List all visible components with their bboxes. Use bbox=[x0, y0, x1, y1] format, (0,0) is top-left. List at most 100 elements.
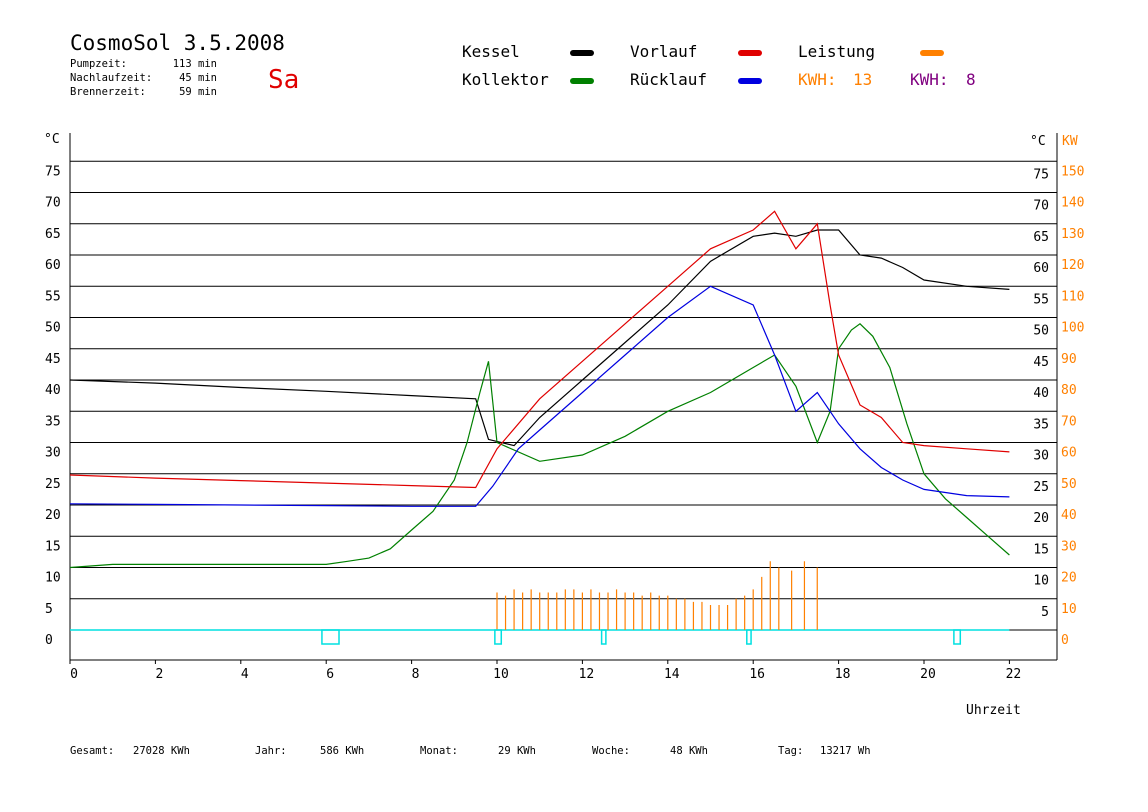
pump-marker bbox=[953, 629, 962, 645]
footer-label: Woche: bbox=[592, 745, 630, 757]
kwh-value: 8 bbox=[966, 70, 976, 89]
pump-markers bbox=[321, 629, 962, 645]
x-tick: 8 bbox=[412, 667, 420, 682]
legend-label: Kessel bbox=[462, 42, 520, 61]
legend-label: Vorlauf bbox=[630, 42, 697, 61]
stat-value: 45 min bbox=[179, 72, 217, 84]
y-tick-right: 5 bbox=[1041, 605, 1049, 620]
y-tick-right: 35 bbox=[1033, 417, 1049, 432]
footer-value: 29 KWh bbox=[498, 745, 536, 757]
y-tick-right: 45 bbox=[1033, 355, 1049, 370]
pump-marker bbox=[600, 629, 607, 645]
x-tick: 2 bbox=[155, 667, 163, 682]
y-tick-power: 90 bbox=[1061, 352, 1077, 367]
grid-lines bbox=[70, 160, 1057, 631]
y-tick-power: 0 bbox=[1061, 633, 1069, 648]
x-tick: 6 bbox=[326, 667, 334, 682]
stat-label: Brennerzeit: bbox=[70, 86, 146, 98]
pump-marker bbox=[321, 629, 340, 645]
kwh-value: 13 bbox=[853, 70, 872, 89]
y-tick-left: 20 bbox=[45, 508, 61, 523]
y-tick-power: 150 bbox=[1061, 164, 1084, 179]
x-tick: 22 bbox=[1006, 667, 1022, 682]
footer-value: 13217 Wh bbox=[820, 745, 871, 757]
x-tick: 0 bbox=[70, 667, 78, 682]
y-tick-left: 0 bbox=[45, 633, 53, 648]
y-tick-power: 130 bbox=[1061, 227, 1084, 242]
y-tick-right: 75 bbox=[1033, 167, 1049, 182]
y-tick-right: 20 bbox=[1033, 511, 1049, 526]
y-tick-power: 20 bbox=[1061, 571, 1077, 586]
series-line-vorlauf bbox=[69, 210, 1010, 489]
stat-label: Pumpzeit: bbox=[70, 58, 127, 70]
y-tick-power: 30 bbox=[1061, 539, 1077, 554]
axes bbox=[69, 133, 1058, 661]
y-tick-right: 40 bbox=[1033, 386, 1049, 401]
chart-title: CosmoSol 3.5.2008 bbox=[70, 31, 285, 55]
legend-label: Rücklauf bbox=[630, 70, 707, 89]
x-tick: 18 bbox=[835, 667, 851, 682]
y-tick-power: 50 bbox=[1061, 477, 1077, 492]
series-lines bbox=[69, 210, 1010, 631]
pump-marker bbox=[494, 629, 503, 645]
kwh-label: KWH: bbox=[798, 70, 837, 89]
y-tick-power: 100 bbox=[1061, 321, 1084, 336]
y-tick-power: 70 bbox=[1061, 414, 1077, 429]
footer-label: Tag: bbox=[778, 745, 803, 757]
footer-value: 586 KWh bbox=[320, 745, 364, 757]
runtime-stats: Pumpzeit: 113 min Nachlaufzeit: 45 min Brenn… bbox=[70, 58, 217, 98]
y-tick-left: 5 bbox=[45, 602, 53, 617]
y-tick-power: 120 bbox=[1061, 258, 1084, 273]
power-bursts bbox=[496, 561, 818, 630]
y-tick-left: 25 bbox=[45, 477, 61, 492]
y-tick-right: 55 bbox=[1033, 292, 1049, 307]
y-tick-left: 10 bbox=[45, 571, 61, 586]
y-tick-power: 110 bbox=[1061, 289, 1084, 304]
x-tick: 4 bbox=[241, 667, 249, 682]
y-tick-left: 15 bbox=[45, 539, 61, 554]
y-tick-right: 65 bbox=[1033, 230, 1049, 245]
x-tick: 16 bbox=[749, 667, 765, 682]
y-tick-left: 60 bbox=[45, 258, 61, 273]
series-line-kessel bbox=[69, 229, 1010, 447]
stat-value: 113 min bbox=[173, 58, 217, 70]
series-line-kollektor bbox=[69, 323, 1010, 569]
y-tick-left: 45 bbox=[45, 352, 61, 367]
y-tick-left: 65 bbox=[45, 227, 61, 242]
footer-value: 48 KWh bbox=[670, 745, 708, 757]
pump-marker bbox=[746, 629, 752, 645]
y-tick-left: 35 bbox=[45, 414, 61, 429]
y-tick-right: 15 bbox=[1033, 542, 1049, 557]
footer-totals: Gesamt: 27028 KWh Jahr: 586 KWh Monat: 29 KWh… bbox=[70, 745, 871, 757]
footer-label: Jahr: bbox=[255, 745, 287, 757]
y-tick-power: 40 bbox=[1061, 508, 1077, 523]
legend-label: Leistung bbox=[798, 42, 875, 61]
y-tick-right: 25 bbox=[1033, 480, 1049, 495]
x-axis-label: Uhrzeit bbox=[966, 703, 1021, 718]
y-tick-power: 60 bbox=[1061, 446, 1077, 461]
y-tick-power: 10 bbox=[1061, 602, 1077, 617]
legend: Kessel Kollektor Vorlauf Rücklauf Leistung KW… bbox=[462, 42, 976, 89]
y-axis-left-unit: °C bbox=[44, 132, 60, 147]
y-tick-right: 60 bbox=[1033, 261, 1049, 276]
x-tick: 20 bbox=[920, 667, 936, 682]
y-tick-right: 10 bbox=[1033, 574, 1049, 589]
tick-labels: 0510152025303540455055606570755101520253… bbox=[45, 164, 1084, 682]
kwh-label: KWH: bbox=[910, 70, 949, 89]
y-tick-left: 50 bbox=[45, 321, 61, 336]
y-tick-left: 55 bbox=[45, 289, 61, 304]
y-tick-power: 140 bbox=[1061, 196, 1084, 211]
y-tick-right: 70 bbox=[1033, 199, 1049, 214]
y-tick-left: 75 bbox=[45, 164, 61, 179]
footer-label: Monat: bbox=[420, 745, 458, 757]
y-tick-left: 40 bbox=[45, 383, 61, 398]
stat-label: Nachlaufzeit: bbox=[70, 72, 152, 84]
series-line-rcklauf bbox=[69, 285, 1010, 507]
y-tick-power: 80 bbox=[1061, 383, 1077, 398]
y-axis-right-unit: °C bbox=[1030, 134, 1046, 149]
y-tick-left: 70 bbox=[45, 196, 61, 211]
footer-label: Gesamt: bbox=[70, 745, 114, 757]
y-tick-left: 30 bbox=[45, 446, 61, 461]
x-tick: 10 bbox=[493, 667, 509, 682]
